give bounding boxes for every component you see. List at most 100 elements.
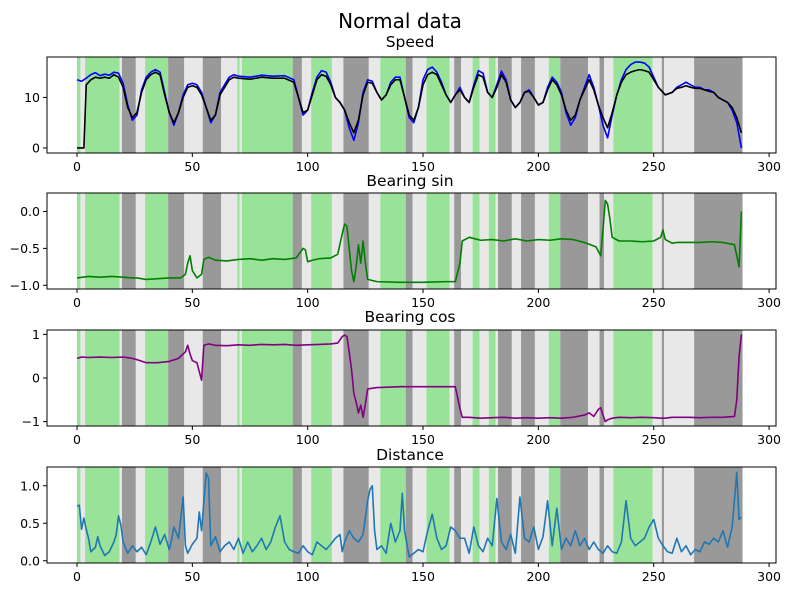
bearing-sin-region-16: [311, 193, 332, 289]
bearing-cos-xtick-label-2: 100: [296, 432, 320, 447]
speed-region-24: [449, 57, 455, 153]
speed-region-27: [472, 57, 480, 153]
distance-region-25: [454, 467, 462, 563]
bearing-sin-lines: [76, 199, 743, 284]
bearing-sin-xtick-label-1: 50: [184, 295, 200, 310]
speed-region-7: [168, 57, 185, 153]
speed-xticks: 0 50 100 150 200 250 300: [73, 153, 781, 174]
speed-region-38: [599, 57, 605, 153]
distance-ytick-label-1: 0.5: [20, 516, 40, 531]
speed-region-4: [121, 57, 136, 153]
bearing-cos-region-7: [168, 330, 185, 426]
bearing-cos-region-23: [426, 330, 450, 426]
bearing-cos-region-25: [454, 330, 462, 426]
distance-region-39: [604, 467, 614, 563]
distance-lines: [76, 471, 742, 558]
bearing-sin-region-15: [301, 193, 312, 289]
bearing-sin-region-19: [368, 193, 381, 289]
bearing-cos-xtick-label-0: 0: [73, 432, 81, 447]
bearing-cos-xtick-label-1: 50: [184, 432, 200, 447]
speed-xtick-label-6: 300: [757, 159, 781, 174]
bearing-cos-region-36: [560, 330, 588, 426]
bearing-sin-ytick-label-2: −1.0: [10, 278, 40, 293]
speed-region-35: [548, 57, 561, 153]
distance-region-1: [80, 467, 86, 563]
bearing-cos-ytick-label-1: 0: [32, 371, 40, 386]
distance-region-42: [661, 467, 665, 563]
bearing-cos-region-12: [239, 330, 242, 426]
distance-region-21: [405, 467, 413, 563]
bearing-cos-region-3: [119, 330, 122, 426]
distance-region-30: [495, 467, 499, 563]
distance-region-3: [119, 467, 122, 563]
distance-region-37: [587, 467, 600, 563]
bearing-sin-region-34: [534, 193, 549, 289]
speed-region-10: [221, 57, 238, 153]
bearing-sin-region-9: [202, 193, 222, 289]
bearing-cos-region-4: [121, 330, 136, 426]
speed-xtick-label-4: 200: [526, 159, 550, 174]
speed-region-44: [694, 57, 743, 153]
distance-region-36: [560, 467, 588, 563]
speed-xtick-label-3: 150: [411, 159, 435, 174]
bearing-sin-region-5: [135, 193, 146, 289]
speed-region-41: [652, 57, 662, 153]
bearing-cos-region-32: [511, 330, 522, 426]
bearing-cos-region-43: [664, 330, 695, 426]
speed-region-30: [495, 57, 499, 153]
bearing-cos-region-39: [604, 330, 614, 426]
bearing-sin-region-28: [479, 193, 489, 289]
bearing-sin-axes-frame: [46, 192, 777, 290]
bearing-sin-region-25: [454, 193, 462, 289]
speed-ytick-label-0: 0: [32, 140, 40, 155]
speed-region-25: [454, 57, 462, 153]
bearing-cos-xtick-label-5: 250: [642, 432, 666, 447]
bearing-cos-xtick-label-4: 200: [526, 432, 550, 447]
speed-region-12: [239, 57, 242, 153]
speed-region-14: [292, 57, 302, 153]
distance-region-23: [426, 467, 450, 563]
bearing-cos-region-35: [548, 330, 561, 426]
panel-title-bearing-sin: Bearing sin: [366, 172, 453, 190]
bearing-cos-region-33: [521, 330, 535, 426]
bearing-cos-region-29: [488, 330, 496, 426]
distance-region-26: [461, 467, 473, 563]
speed-region-42: [661, 57, 665, 153]
bearing-cos-region-26: [461, 330, 473, 426]
speed-region-13: [241, 57, 293, 153]
distance-region-5: [135, 467, 146, 563]
distance-region-10: [221, 467, 238, 563]
speed-region-33: [521, 57, 535, 153]
bearing-cos-region-2: [85, 330, 120, 426]
distance-region-11: [237, 467, 240, 563]
bearing-sin-region-14: [292, 193, 302, 289]
speed-region-37: [587, 57, 600, 153]
speed-region-18: [343, 57, 369, 153]
bearing-cos-region-10: [221, 330, 238, 426]
distance-region-27: [472, 467, 480, 563]
bearing-cos-lines: [76, 334, 743, 423]
bearing-sin-region-18: [343, 193, 369, 289]
distance-region-43: [664, 467, 695, 563]
speed-black-line: [76, 68, 743, 149]
distance-region-41: [652, 467, 662, 563]
bearing-sin-region-11: [237, 193, 240, 289]
panel-bearing-cos: Bearing cos 0 50 100 150 200 250 300 1 0 −1: [22, 308, 781, 447]
distance-region-24: [449, 467, 455, 563]
bearing-sin-region-2: [85, 193, 120, 289]
bearing-sin-region-1: [80, 193, 86, 289]
distance-region-35: [548, 467, 561, 563]
panel-title-distance: Distance: [376, 446, 444, 464]
bearing-sin-region-10: [221, 193, 238, 289]
bearing-sin-region-6: [145, 193, 169, 289]
bearing-cos-region-16: [311, 330, 332, 426]
panel-distance: Distance 0 50 100 150 200 250 300 0.0 0.5 1.0: [20, 446, 781, 584]
bearing-sin-ytick-label-1: −0.5: [10, 241, 40, 256]
distance-region-15: [301, 467, 312, 563]
speed-region-34: [534, 57, 549, 153]
bearing-sin-region-12: [239, 193, 242, 289]
speed-region-20: [380, 57, 406, 153]
distance-region-38: [599, 467, 605, 563]
distance-region-12: [239, 467, 242, 563]
bearing-cos-xtick-label-6: 300: [757, 432, 781, 447]
